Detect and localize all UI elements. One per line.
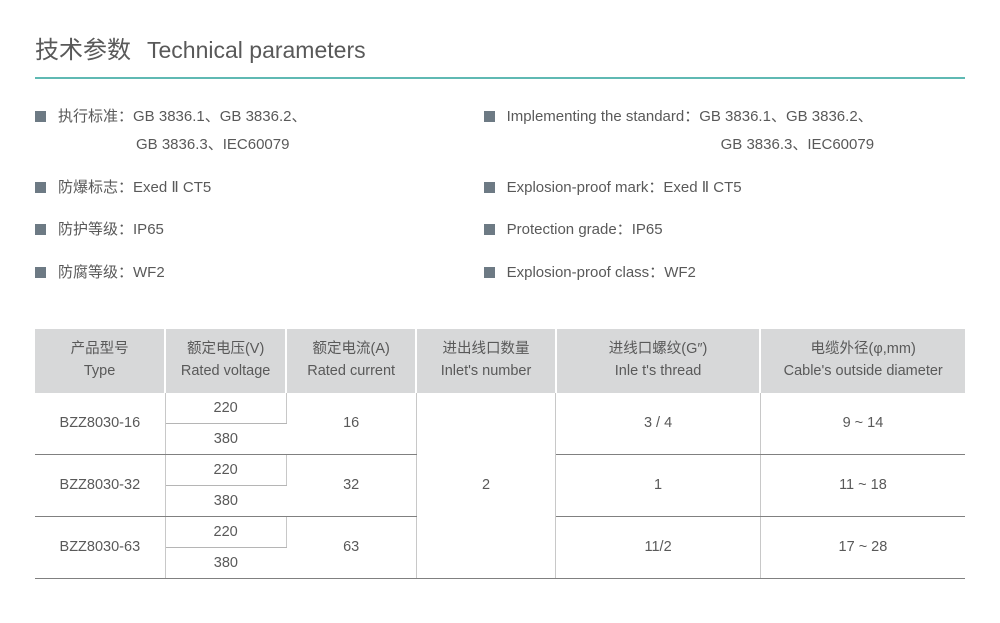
th-current: 额定电流(A)Rated current bbox=[286, 329, 416, 393]
parameters-table: 产品型号Type 额定电压(V)Rated voltage 额定电流(A)Rat… bbox=[35, 329, 965, 579]
spec-text: 防腐等级：WF2 bbox=[58, 259, 454, 288]
bullet-icon bbox=[35, 182, 46, 193]
cell-voltage: 380 bbox=[165, 423, 286, 454]
bullet-icon bbox=[35, 224, 46, 235]
th-inlet: 进出线口数量Inlet's number bbox=[416, 329, 556, 393]
bullet-icon bbox=[484, 224, 495, 235]
bullet-icon bbox=[35, 267, 46, 278]
th-voltage: 额定电压(V)Rated voltage bbox=[165, 329, 286, 393]
cell-voltage: 380 bbox=[165, 547, 286, 578]
bullet-icon bbox=[484, 267, 495, 278]
cell-voltage: 220 bbox=[165, 516, 286, 547]
spec-item: 防腐等级：WF2 bbox=[35, 259, 454, 288]
spec-text: Implementing the standard：GB 3836.1、GB 3… bbox=[507, 103, 965, 160]
spec-text: 执行标准：GB 3836.1、GB 3836.2、 GB 3836.3、IEC6… bbox=[58, 103, 454, 160]
cell-cable: 11 ~ 18 bbox=[760, 454, 965, 516]
title-cn: 技术参数 bbox=[35, 30, 131, 65]
cell-type: BZZ8030-16 bbox=[35, 393, 165, 455]
spec-text: 防爆标志：Exed Ⅱ CT5 bbox=[58, 174, 454, 203]
spec-text: Explosion-proof mark：Exed Ⅱ CT5 bbox=[507, 174, 965, 203]
spec-item: 执行标准：GB 3836.1、GB 3836.2、 GB 3836.3、IEC6… bbox=[35, 103, 454, 160]
specs-left-column: 执行标准：GB 3836.1、GB 3836.2、 GB 3836.3、IEC6… bbox=[35, 103, 454, 302]
cell-type: BZZ8030-63 bbox=[35, 516, 165, 578]
cell-thread: 11/2 bbox=[556, 516, 761, 578]
spec-item: Explosion-proof class：WF2 bbox=[484, 259, 965, 288]
bullet-icon bbox=[484, 182, 495, 193]
table-header-row: 产品型号Type 额定电压(V)Rated voltage 额定电流(A)Rat… bbox=[35, 329, 965, 393]
table-row: BZZ8030-16 220 16 2 3 / 4 9 ~ 14 bbox=[35, 393, 965, 424]
cell-inlet: 2 bbox=[416, 393, 556, 579]
spec-item: 防护等级：IP65 bbox=[35, 216, 454, 245]
cell-voltage: 380 bbox=[165, 485, 286, 516]
title-en: Technical parameters bbox=[147, 37, 366, 64]
bullet-icon bbox=[35, 111, 46, 122]
th-type: 产品型号Type bbox=[35, 329, 165, 393]
specs-container: 执行标准：GB 3836.1、GB 3836.2、 GB 3836.3、IEC6… bbox=[35, 103, 965, 302]
spec-item: Explosion-proof mark：Exed Ⅱ CT5 bbox=[484, 174, 965, 203]
cell-cable: 9 ~ 14 bbox=[760, 393, 965, 455]
spec-text: 防护等级：IP65 bbox=[58, 216, 454, 245]
cell-current: 32 bbox=[286, 454, 416, 516]
spec-item: Protection grade：IP65 bbox=[484, 216, 965, 245]
spec-text: Explosion-proof class：WF2 bbox=[507, 259, 965, 288]
spec-text: Protection grade：IP65 bbox=[507, 216, 965, 245]
cell-cable: 17 ~ 28 bbox=[760, 516, 965, 578]
cell-voltage: 220 bbox=[165, 454, 286, 485]
th-thread: 进线口螺纹(G″)Inle t's thread bbox=[556, 329, 761, 393]
specs-right-column: Implementing the standard：GB 3836.1、GB 3… bbox=[484, 103, 965, 302]
bullet-icon bbox=[484, 111, 495, 122]
cell-current: 63 bbox=[286, 516, 416, 578]
cell-thread: 1 bbox=[556, 454, 761, 516]
cell-type: BZZ8030-32 bbox=[35, 454, 165, 516]
th-cable: 电缆外径(φ,mm)Cable's outside diameter bbox=[760, 329, 965, 393]
spec-item: Implementing the standard：GB 3836.1、GB 3… bbox=[484, 103, 965, 160]
spec-item: 防爆标志：Exed Ⅱ CT5 bbox=[35, 174, 454, 203]
title-divider bbox=[35, 77, 965, 79]
page-title: 技术参数 Technical parameters bbox=[35, 30, 965, 65]
cell-current: 16 bbox=[286, 393, 416, 455]
cell-voltage: 220 bbox=[165, 393, 286, 424]
cell-thread: 3 / 4 bbox=[556, 393, 761, 455]
